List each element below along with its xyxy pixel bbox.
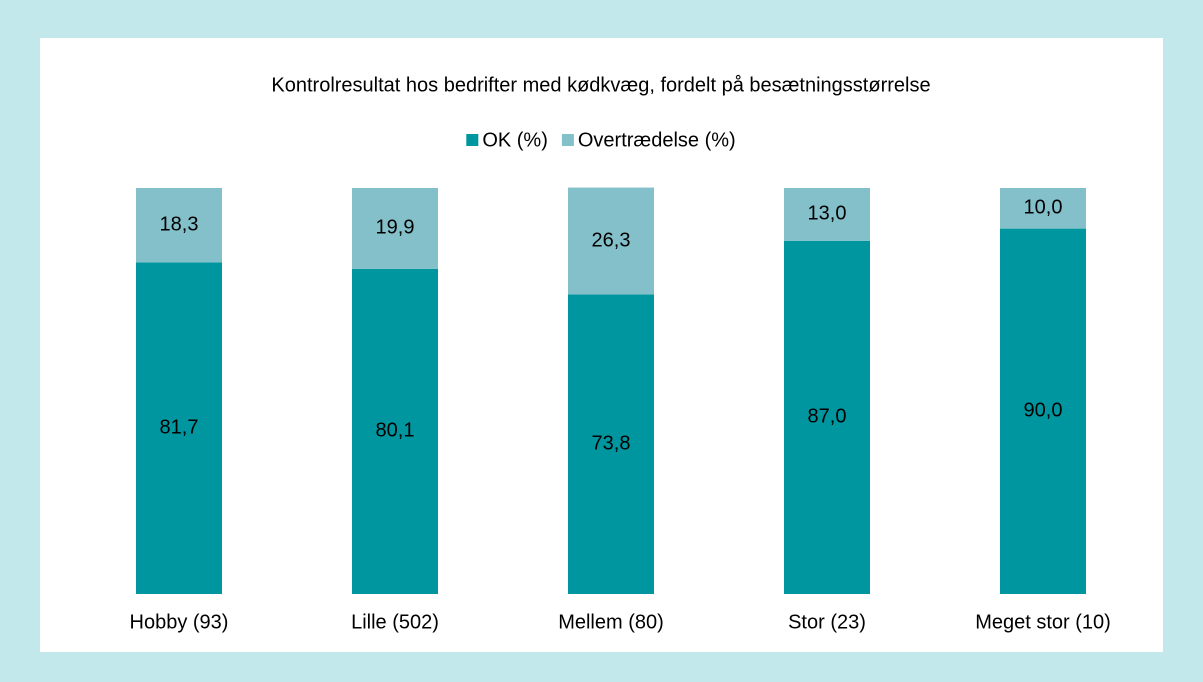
data-label: 18,3 <box>160 213 199 235</box>
bar-segment <box>136 262 222 594</box>
x-tick-label: Hobby (93) <box>130 611 229 633</box>
x-tick-label: Stor (23) <box>788 611 866 633</box>
data-label: 26,3 <box>592 229 631 251</box>
bar-segment <box>352 188 438 269</box>
bar-segment <box>136 188 222 263</box>
data-label: 90,0 <box>1024 400 1063 422</box>
data-label: 80,1 <box>376 420 415 442</box>
bar-segment <box>1000 228 1086 594</box>
data-label: 73,8 <box>592 432 631 454</box>
data-label: 81,7 <box>160 416 199 438</box>
x-tick-label: Lille (502) <box>351 611 439 633</box>
bar-segment <box>784 188 870 241</box>
legend-swatch <box>561 134 574 146</box>
data-label: 87,0 <box>808 406 847 428</box>
x-tick-label: Meget stor (10) <box>975 611 1111 633</box>
legend-swatch <box>466 134 479 146</box>
data-label: 19,9 <box>376 217 415 239</box>
bar-segment <box>568 187 654 295</box>
bar-segment <box>352 268 438 594</box>
bar-segment <box>1000 188 1086 229</box>
bar-segment <box>568 294 654 594</box>
data-label: 10,0 <box>1024 197 1063 219</box>
x-tick-label: Mellem (80) <box>558 611 664 633</box>
data-label: 13,0 <box>808 203 847 225</box>
legend-label: Overtrædelse (%) <box>578 129 736 151</box>
legend-label: OK (%) <box>482 129 548 151</box>
chart-title: Kontrolresultat hos bedrifter med kødkvæ… <box>271 74 930 96</box>
bar-segment <box>784 240 870 594</box>
